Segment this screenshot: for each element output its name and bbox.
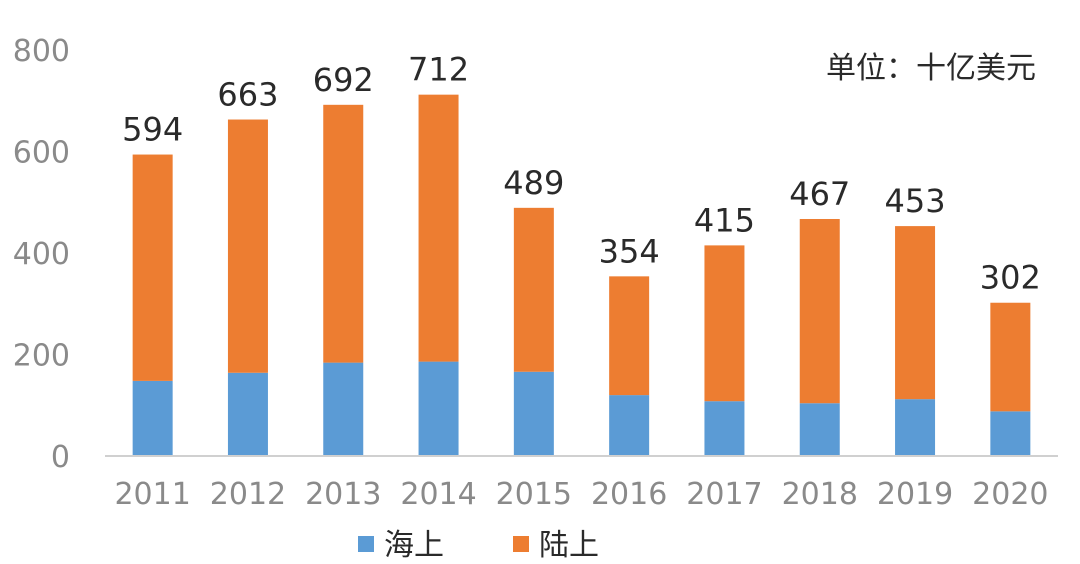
bar-offshore-2015 bbox=[513, 371, 554, 456]
y-tick-label: 0 bbox=[51, 440, 70, 475]
x-tick-label: 2014 bbox=[400, 477, 476, 512]
total-label: 663 bbox=[217, 76, 278, 114]
bars bbox=[132, 94, 1031, 456]
bar-offshore-2013 bbox=[323, 362, 364, 456]
bar-onshore-2011 bbox=[132, 154, 173, 381]
bar-onshore-2019 bbox=[895, 226, 936, 400]
bar-onshore-2018 bbox=[799, 218, 840, 404]
legend: 海上 陆上 bbox=[358, 528, 599, 563]
x-tick-label: 2018 bbox=[782, 477, 858, 512]
x-tick-label: 2019 bbox=[877, 477, 953, 512]
total-label: 712 bbox=[408, 51, 469, 89]
bar-offshore-2020 bbox=[990, 411, 1031, 456]
y-axis: 0 200 400 600 800 bbox=[13, 34, 70, 475]
bar-onshore-2017 bbox=[704, 245, 745, 402]
y-tick-label: 200 bbox=[13, 339, 70, 374]
bar-onshore-2014 bbox=[418, 94, 459, 362]
x-tick-label: 2011 bbox=[114, 477, 190, 512]
x-tick-label: 2016 bbox=[591, 477, 667, 512]
total-labels: 594 663 692 712 489 354 415 467 453 302 bbox=[122, 51, 1041, 297]
y-tick-label: 800 bbox=[13, 34, 70, 69]
total-label: 692 bbox=[313, 61, 374, 99]
legend-label: 海上 bbox=[384, 528, 444, 563]
x-tick-label: 2013 bbox=[305, 477, 381, 512]
y-tick-label: 600 bbox=[13, 136, 70, 171]
total-label: 354 bbox=[599, 232, 660, 270]
bar-offshore-2017 bbox=[704, 401, 745, 456]
total-label: 467 bbox=[789, 175, 850, 213]
legend-swatch bbox=[358, 536, 374, 552]
total-label: 453 bbox=[885, 182, 946, 220]
x-tick-label: 2017 bbox=[686, 477, 762, 512]
bar-onshore-2020 bbox=[990, 302, 1031, 412]
y-tick-label: 400 bbox=[13, 237, 70, 272]
legend-swatch bbox=[513, 536, 529, 552]
total-label: 415 bbox=[694, 201, 755, 239]
bar-onshore-2016 bbox=[609, 276, 650, 396]
legend-label: 陆上 bbox=[539, 528, 599, 563]
bar-offshore-2011 bbox=[132, 380, 173, 456]
x-tick-label: 2020 bbox=[972, 477, 1048, 512]
x-tick-label: 2012 bbox=[210, 477, 286, 512]
bar-offshore-2018 bbox=[799, 403, 840, 456]
total-label: 489 bbox=[503, 164, 564, 202]
bar-offshore-2012 bbox=[227, 372, 268, 456]
bar-onshore-2013 bbox=[323, 104, 364, 363]
bar-offshore-2019 bbox=[895, 399, 936, 456]
x-tick-label: 2015 bbox=[496, 477, 572, 512]
total-label: 302 bbox=[980, 259, 1041, 297]
bar-offshore-2016 bbox=[609, 395, 650, 456]
unit-note: 单位：十亿美元 bbox=[826, 51, 1036, 86]
bar-offshore-2014 bbox=[418, 361, 459, 456]
bar-onshore-2015 bbox=[513, 207, 554, 372]
x-axis: 2011 2012 2013 2014 2015 2016 2017 2018 2019 2020 bbox=[114, 477, 1048, 512]
total-label: 594 bbox=[122, 111, 183, 149]
bar-onshore-2012 bbox=[227, 119, 268, 373]
